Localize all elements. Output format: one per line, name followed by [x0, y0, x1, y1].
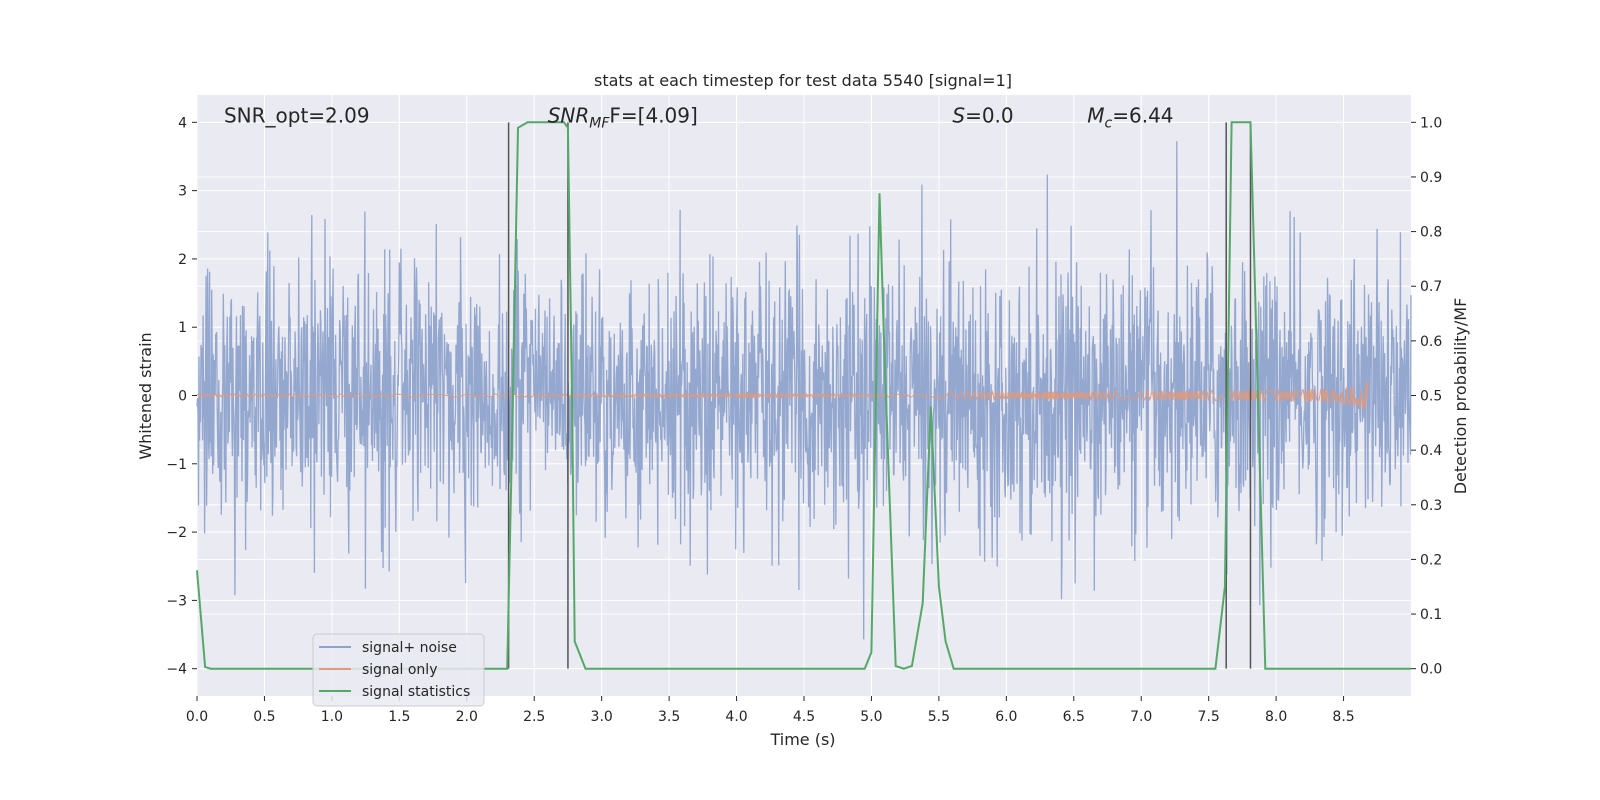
right-y-axis-label: Detection probability/MF: [1451, 298, 1470, 495]
left-y-axis-label: Whitened strain: [136, 332, 155, 459]
left-y-tick-label: 2: [178, 252, 187, 268]
left-y-axis-ticks: 4 3 2 1 0 −1 −2 −3 −4: [166, 115, 197, 678]
x-tick-label: 6.0: [995, 709, 1017, 725]
x-tick-label: 1.5: [388, 709, 410, 725]
stat-annotation: SNRMFF=[4.09]: [548, 103, 698, 131]
annotations: SNR_opt=2.09 SNRMFF=[4.09] S=0.0 Mc=6.44: [224, 103, 1174, 131]
right-y-tick-label: 0.6: [1420, 334, 1442, 350]
signal-only-series: [196, 381, 1369, 410]
right-y-tick-label: 0.1: [1420, 607, 1442, 623]
signal-statistics-line: [196, 121, 1411, 670]
signal-statistics-series: [196, 121, 1411, 670]
x-tick-label: 0.5: [253, 709, 275, 725]
left-y-tick-label: 4: [178, 115, 187, 131]
chart-title: stats at each timestep for test data 554…: [594, 71, 1012, 90]
right-y-axis-ticks: 1.0 0.9 0.8 0.7 0.6 0.5 0.4 0.3 0.2 0.1 0.0: [1411, 115, 1442, 678]
x-tick-label: 8.0: [1265, 709, 1287, 725]
x-tick-label: 0.0: [186, 709, 208, 725]
vertical-lines: [507, 122, 1252, 669]
legend: signal+ noise signal only signal statistic…: [312, 633, 485, 707]
x-axis-ticks: 0.0 0.5 1.0 1.5 2.0 2.5 3.0 3.5 4.0 4.5 5.0 5.5 6.0 6…: [186, 696, 1355, 725]
x-tick-label: 3.0: [591, 709, 613, 725]
x-tick-label: 4.0: [725, 709, 747, 725]
left-y-tick-label: 3: [178, 184, 187, 200]
x-tick-label: 5.0: [860, 709, 882, 725]
x-tick-label: 2.0: [456, 709, 478, 725]
right-y-tick-label: 0.9: [1420, 170, 1442, 186]
signal-plus-noise-line: [196, 141, 1412, 640]
stat-annotation: S=0.0: [952, 103, 1013, 127]
left-y-tick-label: −4: [166, 662, 187, 678]
x-axis-label: Time (s): [769, 730, 835, 749]
x-tick-label: 3.5: [658, 709, 680, 725]
x-tick-label: 7.0: [1130, 709, 1152, 725]
right-y-tick-label: 0.7: [1420, 279, 1442, 295]
right-y-tick-label: 0.2: [1420, 552, 1442, 568]
stat-annotation: Mc=6.44: [1087, 103, 1173, 131]
legend-box: [312, 633, 485, 707]
x-tick-label: 8.5: [1332, 709, 1354, 725]
x-tick-label: 6.5: [1063, 709, 1085, 725]
legend-label: signal statistics: [362, 684, 470, 700]
x-tick-label: 2.5: [523, 709, 545, 725]
right-y-tick-label: 0.8: [1420, 225, 1442, 241]
left-y-tick-label: 0: [178, 389, 187, 405]
right-y-tick-label: 1.0: [1420, 115, 1442, 131]
left-y-tick-label: −1: [166, 457, 187, 473]
x-tick-label: 1.0: [321, 709, 343, 725]
left-y-tick-label: −3: [166, 593, 187, 609]
legend-label: signal+ noise: [362, 640, 457, 656]
x-tick-label: 5.5: [928, 709, 950, 725]
stat-annotation: SNR_opt=2.09: [224, 103, 370, 127]
left-y-tick-label: −2: [166, 525, 187, 541]
left-y-tick-label: 1: [178, 320, 187, 336]
legend-label: signal only: [362, 662, 437, 678]
right-y-tick-label: 0.5: [1420, 389, 1442, 405]
right-y-tick-label: 0.3: [1420, 498, 1442, 514]
signal-plus-noise-series: [196, 141, 1412, 640]
right-y-tick-label: 0.0: [1420, 662, 1442, 678]
right-y-tick-label: 0.4: [1420, 443, 1442, 459]
x-tick-label: 4.5: [793, 709, 815, 725]
x-tick-label: 7.5: [1198, 709, 1220, 725]
signal-only-line: [196, 381, 1369, 410]
